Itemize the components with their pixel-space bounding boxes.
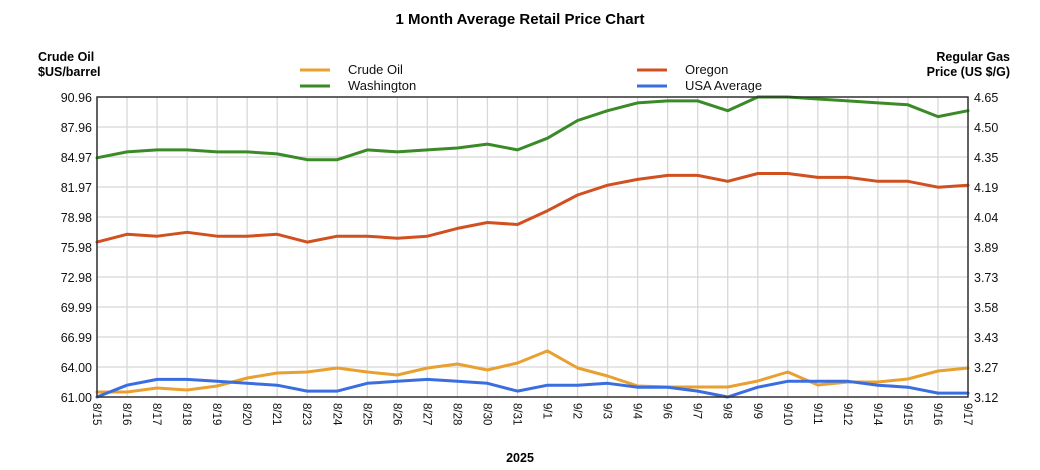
x-tick-label: 9/12: [841, 403, 853, 425]
x-tick-label: 8/15: [90, 403, 102, 425]
legend-label-oregon: Oregon: [685, 62, 728, 77]
x-tick-label: 9/2: [571, 403, 583, 419]
x-tick-label: 9/4: [631, 403, 643, 420]
x-tick-label: 8/25: [360, 403, 372, 425]
left-axis-ticks: 90.96 87.96 84.97 81.97 78.98 75.98 72.98 69.99…: [61, 91, 92, 405]
left-tick-label: 61.00: [61, 391, 92, 405]
x-tick-label: 8/21: [270, 403, 282, 425]
x-tick-label: 8/27: [420, 403, 432, 425]
left-tick-label: 78.98: [61, 211, 92, 225]
series-line-washington: [95, 95, 970, 162]
series-line-usa-average: [95, 377, 970, 399]
right-tick-label: 3.58: [974, 301, 998, 315]
right-axis-title-line1: Regular Gas: [936, 50, 1010, 64]
x-tick-label: 9/9: [751, 403, 763, 419]
x-tick-label: 8/18: [180, 403, 192, 425]
legend-label-washington: Washington: [348, 78, 416, 93]
left-tick-label: 90.96: [61, 91, 92, 105]
right-tick-label: 3.89: [974, 241, 998, 255]
x-axis-title: 2025: [506, 451, 534, 465]
series-lines: [95, 95, 970, 399]
x-axis-ticks: 8/15 8/16 8/17 8/18 8/19 8/20 8/21 8/23 8/24 8/25…: [90, 403, 973, 426]
x-tick-label: 8/23: [300, 403, 312, 425]
right-tick-label: 3.43: [974, 331, 998, 345]
right-tick-label: 3.73: [974, 271, 998, 285]
right-axis-ticks: 4.65 4.50 4.35 4.19 4.04 3.89 3.73 3.58 3.43 3.27…: [974, 91, 998, 405]
left-tick-label: 87.96: [61, 121, 92, 135]
right-tick-label: 4.65: [974, 91, 998, 105]
x-tick-label: 8/24: [330, 403, 342, 426]
x-tick-label: 9/11: [811, 403, 823, 425]
left-axis-title-line1: Crude Oil: [38, 50, 94, 64]
x-tick-label: 8/31: [510, 403, 522, 425]
series-line-crude-oil: [95, 349, 970, 394]
x-tick-label: 9/16: [931, 403, 943, 425]
legend: Crude Oil Washington Oregon USA Average: [300, 62, 762, 93]
left-tick-label: 72.98: [61, 271, 92, 285]
plot-frame: [96, 96, 969, 398]
right-tick-label: 3.12: [974, 391, 998, 405]
x-tick-label: 8/20: [240, 403, 252, 425]
x-tick-label: 9/6: [661, 403, 673, 419]
x-tick-label: 9/15: [901, 403, 913, 425]
x-tick-label: 8/28: [450, 403, 462, 425]
left-tick-label: 69.99: [61, 301, 92, 315]
x-tick-label: 8/30: [480, 403, 492, 425]
right-tick-label: 4.50: [974, 121, 998, 135]
right-tick-label: 3.27: [974, 361, 998, 375]
right-tick-label: 4.04: [974, 211, 998, 225]
right-tick-label: 4.19: [974, 181, 998, 195]
left-axis-title-line2: $US/barrel: [38, 65, 101, 79]
x-tick-label: 9/3: [601, 403, 613, 419]
legend-label-usa-average: USA Average: [685, 78, 762, 93]
x-tick-label: 8/26: [390, 403, 402, 425]
x-tick-label: 9/7: [691, 403, 703, 419]
left-tick-label: 64.00: [61, 361, 92, 375]
x-tick-label: 9/8: [721, 403, 733, 419]
x-tick-label: 8/19: [210, 403, 222, 425]
right-tick-label: 4.35: [974, 151, 998, 165]
left-tick-label: 75.98: [61, 241, 92, 255]
right-axis-title-line2: Price (US $/G): [927, 65, 1010, 79]
series-line-oregon: [95, 172, 970, 244]
x-tick-label: 8/17: [150, 403, 162, 425]
left-tick-label: 84.97: [61, 151, 92, 165]
x-tick-label: 9/14: [871, 403, 883, 426]
left-tick-label: 81.97: [61, 181, 92, 195]
x-tick-label: 8/16: [120, 403, 132, 425]
x-tick-label: 9/1: [541, 403, 553, 419]
chart-title: 1 Month Average Retail Price Chart: [396, 11, 645, 28]
x-tick-label: 9/10: [781, 403, 793, 425]
legend-label-crude-oil: Crude Oil: [348, 62, 403, 77]
left-tick-label: 66.99: [61, 331, 92, 345]
x-tick-label: 9/17: [961, 403, 973, 425]
